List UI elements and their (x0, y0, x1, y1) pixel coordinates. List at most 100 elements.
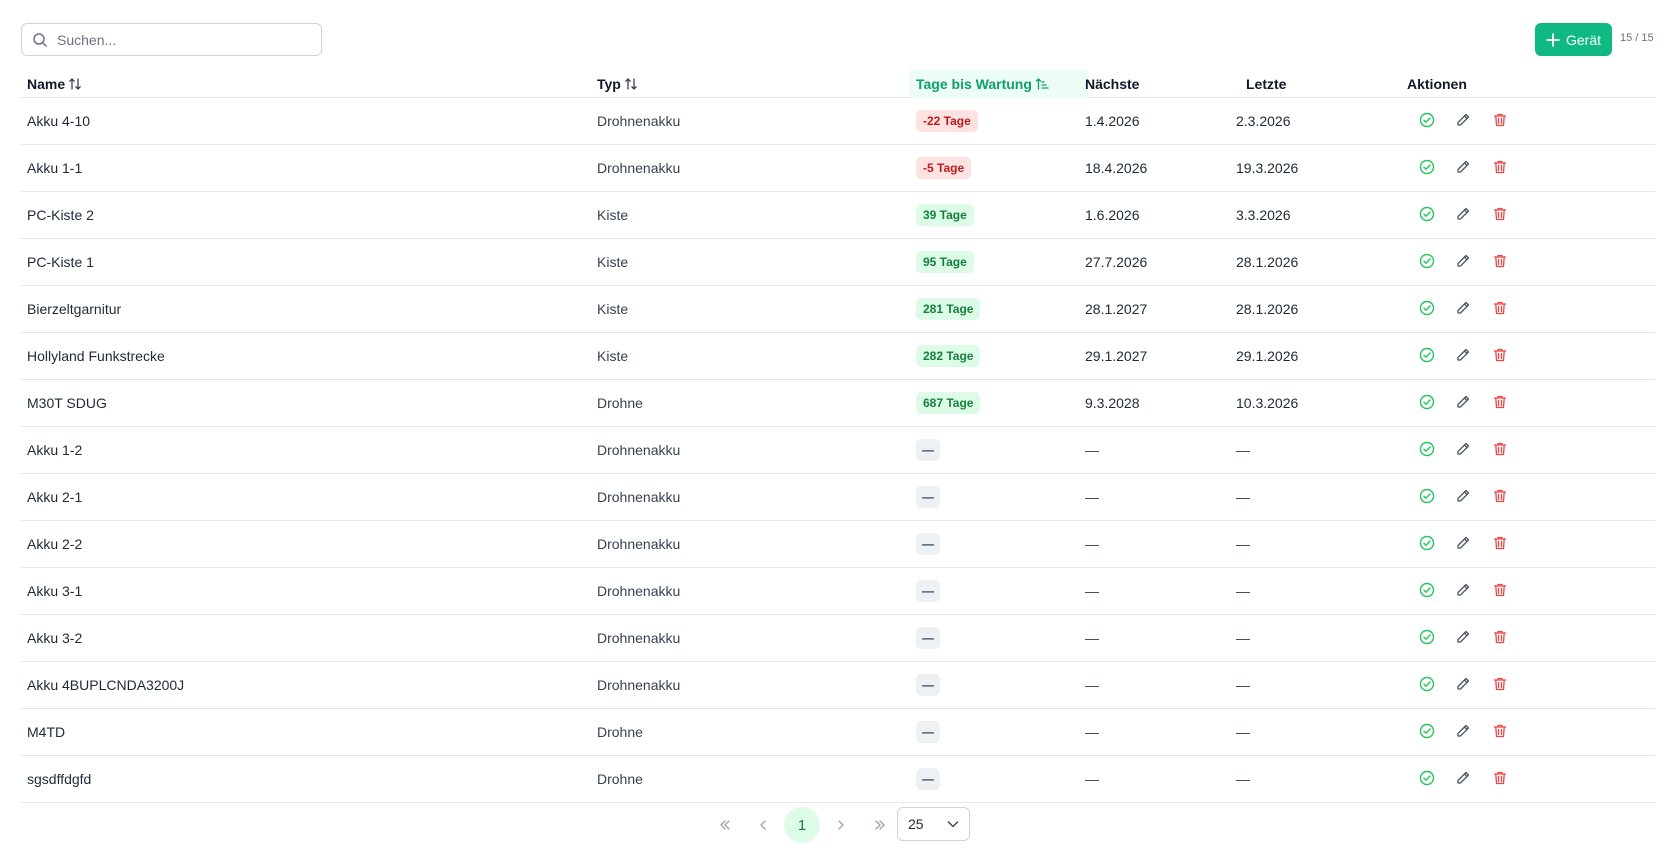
column-header-typ[interactable]: Typ (597, 70, 638, 98)
edit-button[interactable] (1455, 488, 1473, 506)
device-name: Akku 3-1 (27, 583, 83, 599)
cell-name: Akku 1-1 (27, 145, 82, 191)
device-name: Hollyland Funkstrecke (27, 348, 165, 364)
maintenance-badge: — (916, 627, 940, 649)
delete-button[interactable] (1492, 582, 1510, 600)
previous-page-button[interactable] (745, 807, 781, 843)
delete-button[interactable] (1492, 206, 1510, 224)
delete-button[interactable] (1492, 347, 1510, 365)
delete-button[interactable] (1492, 159, 1510, 177)
device-type: Drohnenakku (597, 442, 681, 458)
last-maintenance-date: 19.3.2026 (1236, 160, 1299, 176)
mark-maintained-button[interactable] (1419, 488, 1437, 506)
edit-button[interactable] (1455, 159, 1473, 177)
mark-maintained-button[interactable] (1419, 253, 1437, 271)
device-type: Drohnenakku (597, 160, 681, 176)
edit-button[interactable] (1455, 300, 1473, 318)
column-header-name[interactable]: Name (27, 70, 82, 98)
column-header-name-label: Name (27, 76, 66, 92)
mark-maintained-button[interactable] (1419, 535, 1437, 553)
edit-button[interactable] (1455, 629, 1473, 647)
device-name: Akku 1-2 (27, 442, 83, 458)
mark-maintained-button[interactable] (1419, 676, 1437, 694)
edit-button[interactable] (1455, 206, 1473, 224)
sort-ascending-icon (1035, 77, 1049, 91)
mark-maintained-button[interactable] (1419, 347, 1437, 365)
search-box[interactable] (21, 23, 322, 56)
next-page-button[interactable] (823, 807, 859, 843)
device-type: Drohnenakku (597, 489, 681, 505)
trash-icon (1492, 488, 1508, 506)
mark-maintained-button[interactable] (1419, 112, 1437, 130)
device-type: Kiste (597, 207, 629, 223)
edit-button[interactable] (1455, 253, 1473, 271)
trash-icon (1492, 253, 1508, 271)
edit-button[interactable] (1455, 676, 1473, 694)
first-page-button[interactable] (707, 807, 743, 843)
delete-button[interactable] (1492, 488, 1510, 506)
page-button-current[interactable]: 1 (784, 807, 820, 843)
mark-maintained-button[interactable] (1419, 723, 1437, 741)
delete-button[interactable] (1492, 723, 1510, 741)
column-header-tage-bis-wartung[interactable]: Tage bis Wartung (910, 70, 1088, 98)
edit-button[interactable] (1455, 112, 1473, 130)
delete-button[interactable] (1492, 770, 1510, 788)
last-maintenance-date: 10.3.2026 (1236, 395, 1299, 411)
cell-name: PC-Kiste 1 (27, 239, 94, 285)
edit-button[interactable] (1455, 582, 1473, 600)
device-type: Drohnenakku (597, 677, 681, 693)
pencil-icon (1455, 676, 1471, 694)
trash-icon (1492, 441, 1508, 459)
edit-button[interactable] (1455, 770, 1473, 788)
mark-maintained-button[interactable] (1419, 159, 1437, 177)
edit-button[interactable] (1455, 441, 1473, 459)
mark-maintained-button[interactable] (1419, 206, 1437, 224)
mark-maintained-button[interactable] (1419, 300, 1437, 318)
delete-button[interactable] (1492, 300, 1510, 318)
cell-name: Akku 4BUPLCNDA3200J (27, 662, 184, 708)
maintenance-badge: — (916, 674, 940, 696)
delete-button[interactable] (1492, 253, 1510, 271)
sort-icon (68, 77, 82, 91)
mark-maintained-button[interactable] (1419, 394, 1437, 412)
delete-button[interactable] (1492, 112, 1510, 130)
check-circle-icon (1419, 206, 1435, 224)
mark-maintained-button[interactable] (1419, 629, 1437, 647)
check-circle-icon (1419, 676, 1435, 694)
edit-button[interactable] (1455, 394, 1473, 412)
edit-button[interactable] (1455, 347, 1473, 365)
device-type: Drohne (597, 395, 643, 411)
next-maintenance-date: — (1085, 583, 1099, 599)
delete-button[interactable] (1492, 441, 1510, 459)
maintenance-badge: 687 Tage (916, 392, 981, 414)
column-header-typ-label: Typ (597, 76, 621, 92)
page-size-select[interactable]: 25 (897, 807, 970, 841)
mark-maintained-button[interactable] (1419, 770, 1437, 788)
delete-button[interactable] (1492, 394, 1510, 412)
check-circle-icon (1419, 488, 1435, 506)
cell-letzte: 3.3.2026 (1236, 192, 1291, 238)
edit-button[interactable] (1455, 535, 1473, 553)
last-page-button[interactable] (862, 807, 898, 843)
delete-button[interactable] (1492, 629, 1510, 647)
cell-name: Akku 2-1 (27, 474, 82, 520)
device-type: Kiste (597, 254, 629, 270)
cell-tage-bis-wartung: — (916, 568, 940, 614)
delete-button[interactable] (1492, 676, 1510, 694)
check-circle-icon (1419, 582, 1435, 600)
edit-button[interactable] (1455, 723, 1473, 741)
delete-button[interactable] (1492, 535, 1510, 553)
sort-icon (624, 77, 638, 91)
search-icon (32, 32, 48, 48)
cell-tage-bis-wartung: 687 Tage (916, 380, 981, 426)
mark-maintained-button[interactable] (1419, 582, 1437, 600)
add-device-button[interactable]: Gerät (1535, 23, 1612, 56)
search-input[interactable] (57, 24, 307, 55)
cell-typ: Drohne (597, 709, 643, 755)
maintenance-badge: — (916, 533, 940, 555)
device-name: sgsdffdgfd (27, 771, 92, 787)
device-name: Akku 2-2 (27, 536, 83, 552)
chevron-down-icon (946, 817, 960, 831)
mark-maintained-button[interactable] (1419, 441, 1437, 459)
